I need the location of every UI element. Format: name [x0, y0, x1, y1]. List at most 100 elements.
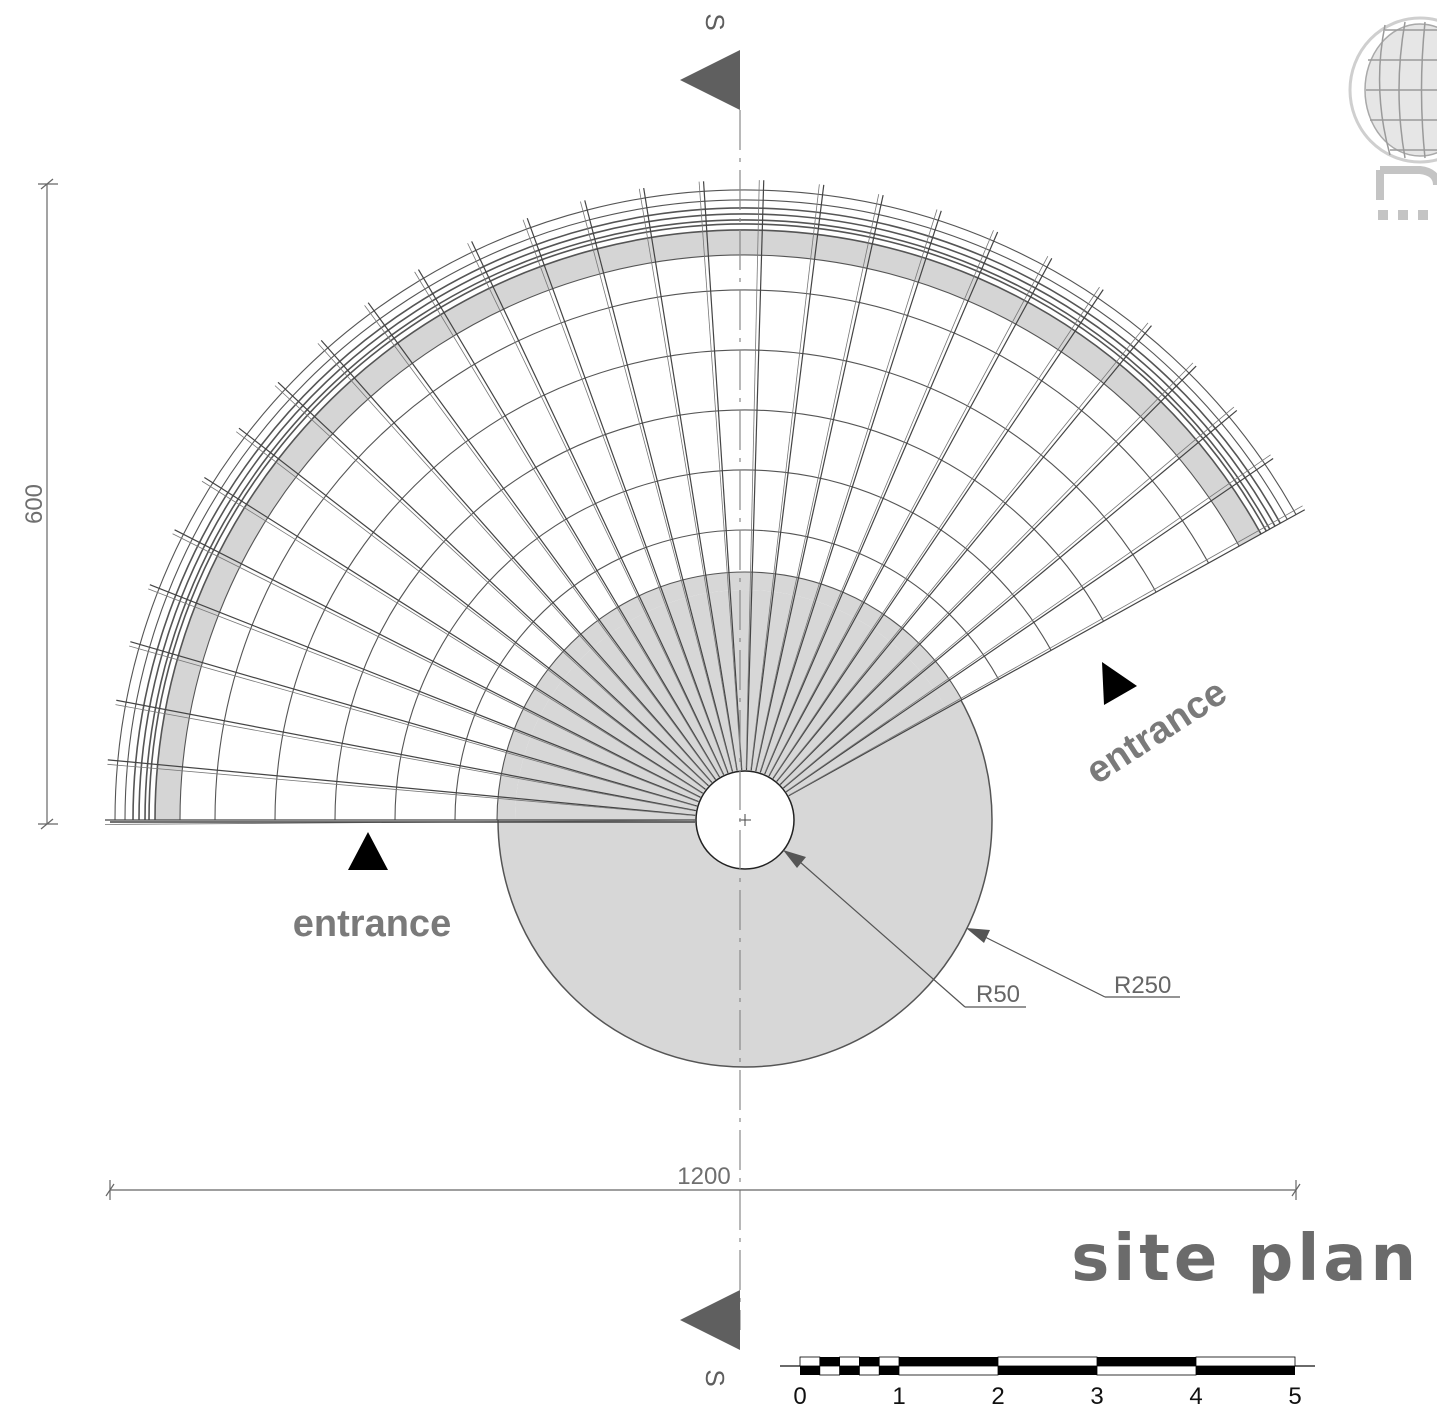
scale-bar-label: 2: [991, 1383, 1004, 1410]
canopy-rib: [584, 200, 734, 772]
scale-bar-label: 0: [793, 1383, 806, 1410]
canopy-rib: [526, 217, 729, 774]
dimension-height: 600: [21, 178, 58, 830]
scale-bar-label: 4: [1189, 1383, 1202, 1410]
canopy-rib: [107, 759, 696, 816]
entrance-left-label: entrance: [293, 903, 451, 945]
canopy-rib-edge: [769, 256, 1049, 775]
section-letter-top: S: [700, 13, 730, 30]
logo-emblem: [1348, 16, 1437, 220]
canopy-rib-edge: [781, 362, 1194, 784]
canopy-rib-edge: [467, 243, 723, 774]
canopy-rib: [238, 427, 706, 790]
scale-bar-segment: [800, 1366, 820, 1375]
canopy-rib-edge: [638, 188, 737, 769]
canopy-rib-edge: [414, 271, 719, 776]
entrance-left-arrow: [348, 832, 388, 870]
scale-bar-segment: [879, 1366, 899, 1375]
canopy-rib: [772, 289, 1104, 779]
canopy-rib: [116, 699, 696, 812]
dimension-width-label: 1200: [677, 1163, 730, 1190]
canopy-rib-edge: [148, 588, 697, 802]
scale-bar-segment: [898, 1365, 999, 1376]
section-marker-top: S: [680, 13, 740, 110]
scale-bar-segment: [997, 1356, 1098, 1367]
drawing-title: site plan: [1071, 1222, 1420, 1296]
canopy-sector: [105, 180, 1306, 825]
canopy-rib: [643, 187, 738, 771]
radius-leader-outer: R250: [966, 928, 1180, 999]
canopy-rib-edge: [790, 505, 1303, 795]
scale-bar-segment: [839, 1356, 860, 1367]
scale-bar-segment: [1196, 1366, 1295, 1375]
canopy-rib-edge: [201, 480, 702, 793]
entrance-left: entrance: [293, 832, 451, 945]
canopy-rib: [779, 365, 1197, 785]
canopy-rib-edge: [580, 201, 733, 770]
canopy-rib-edge: [777, 322, 1149, 780]
canopy-rib-edge: [172, 533, 699, 798]
canopy-rib: [776, 325, 1152, 782]
canopy-rib-edge: [773, 286, 1100, 777]
canopy-rib-edge: [364, 305, 715, 779]
entrance-right-arrow: [1102, 662, 1137, 705]
canopy-inner-fill: [515, 590, 947, 820]
canopy-rib: [130, 641, 698, 807]
canopy-rib-edge: [698, 181, 742, 769]
canopy-rib: [149, 584, 699, 803]
canopy-rib-edge: [522, 219, 728, 772]
entrance-right: entrance: [1079, 662, 1234, 793]
canopy-rib: [204, 476, 704, 794]
canopy-rib-edge: [129, 645, 696, 807]
canopy-rib: [785, 457, 1274, 793]
radius-outer-label: R250: [1114, 972, 1171, 999]
scale-bar-segment: [859, 1365, 880, 1376]
section-marker-bottom: S: [680, 1290, 740, 1387]
scale-bar-label: 5: [1288, 1383, 1301, 1410]
canopy-rib: [277, 381, 709, 787]
scale-bar-segment: [859, 1357, 880, 1366]
canopy-rib: [759, 210, 942, 773]
canopy-rib: [174, 529, 701, 798]
canopy-rib: [745, 180, 765, 771]
scale-bar-segment: [819, 1365, 840, 1376]
scale-bar-label: 3: [1090, 1383, 1103, 1410]
canopy-rib: [768, 258, 1053, 777]
canopy-rib: [764, 231, 999, 775]
canopy-rib-edge: [755, 194, 880, 770]
canopy-rib-edge: [750, 184, 820, 769]
scale-bar-segment: [1097, 1357, 1196, 1366]
canopy-rib-edge: [764, 230, 994, 773]
canopy-rib-edge: [274, 385, 708, 786]
radius-inner-label: R50: [976, 981, 1020, 1008]
scale-bar-segment: [819, 1357, 840, 1366]
dimension-height-label: 600: [21, 484, 48, 524]
scale-bar-segment: [878, 1356, 900, 1367]
dimension-width: 1200: [105, 1163, 1301, 1200]
canopy-rib: [702, 181, 743, 771]
canopy-rib: [788, 509, 1306, 797]
scale-bar-segment: [899, 1357, 998, 1366]
canopy-rib-edge: [115, 704, 694, 812]
canopy-rib-edge: [745, 180, 760, 769]
scale-bar-segment: [1195, 1356, 1296, 1367]
section-letter-bottom: S: [700, 1369, 730, 1386]
canopy-rib-edge: [235, 431, 704, 789]
canopy-rib-edge: [760, 209, 938, 771]
scale-bar-segment: [1096, 1365, 1197, 1376]
canopy-rib: [417, 269, 721, 778]
canopy-rib: [320, 340, 713, 783]
scale-bar: 0 1 2 3 4 5: [780, 1356, 1315, 1410]
scale-bar-label: 1: [892, 1383, 905, 1410]
canopy-rib-edge: [784, 406, 1235, 787]
scale-bar-segment: [998, 1366, 1097, 1375]
canopy-rib: [367, 302, 717, 780]
canopy-rib-edge: [317, 343, 711, 782]
canopy-rib: [471, 241, 725, 776]
canopy-rib-edge: [787, 454, 1271, 791]
radius-leader-inner: R50: [783, 850, 1026, 1008]
canopy-rib: [750, 184, 825, 771]
scale-bar-segment: [799, 1356, 821, 1367]
canopy-rib-edge: [107, 763, 694, 816]
